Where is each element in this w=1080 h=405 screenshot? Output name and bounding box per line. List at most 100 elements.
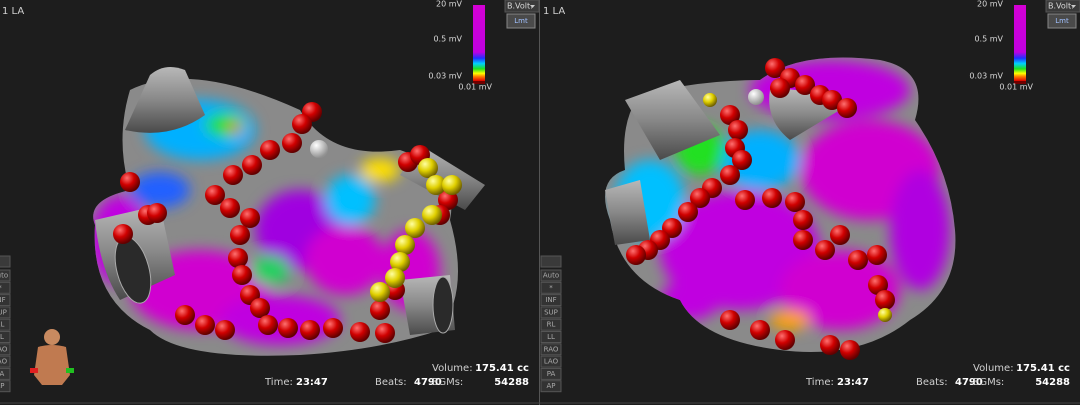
color-scale-tail (473, 81, 485, 84)
ablation-point (795, 75, 815, 95)
scale-label: 0.5 mV (433, 35, 462, 44)
view-button[interactable] (540, 269, 562, 282)
view-button[interactable] (540, 318, 562, 331)
view-tool[interactable] (0, 255, 11, 268)
view-button-label[interactable]: LL (0, 333, 4, 341)
ablation-point (370, 282, 390, 302)
ablation-point (223, 165, 243, 185)
view-tool[interactable] (540, 255, 562, 268)
view-button[interactable] (0, 367, 11, 380)
ablation-point (868, 275, 888, 295)
ablation-point (703, 93, 717, 107)
ablation-point (242, 155, 262, 175)
limit-button-label[interactable]: Lmt (514, 17, 528, 25)
ablation-point (282, 133, 302, 153)
mode-dropdown-label[interactable]: B.Volt. (1048, 2, 1074, 11)
ablation-point (793, 210, 813, 230)
view-button-label[interactable]: INF (0, 296, 6, 304)
ablation-point (878, 308, 892, 322)
ablation-point (820, 335, 840, 355)
limit-button[interactable] (506, 13, 536, 29)
view-button[interactable] (540, 306, 562, 319)
ablation-point (626, 245, 646, 265)
view-button-label[interactable]: SUP (544, 308, 558, 316)
map-panel: 1 LA 20 mV 0.5 mV 0.03 mV 0.01 mV B.Volt. Lmt A… (540, 0, 1080, 393)
view-button-label[interactable]: RL (0, 321, 4, 329)
view-button-label[interactable]: * (549, 284, 553, 292)
ablation-point (230, 225, 250, 245)
ablation-point (750, 320, 770, 340)
view-button[interactable] (0, 355, 11, 368)
stat-value: 175.41 cc (1016, 363, 1070, 374)
stat-value: 23:47 (296, 377, 328, 388)
ablation-point (195, 315, 215, 335)
mode-dropdown-label[interactable]: B.Volt. (507, 2, 533, 11)
ablation-point (175, 305, 195, 325)
scale-label: 0.01 mV (999, 83, 1033, 92)
view-button[interactable] (0, 281, 11, 294)
ablation-point (765, 58, 785, 78)
view-button-label[interactable]: PA (0, 370, 4, 378)
mode-dropdown[interactable] (1045, 0, 1080, 13)
map-title: 1 LA (543, 6, 565, 17)
ablation-point (775, 330, 795, 350)
ablation-point (732, 150, 752, 170)
ablation-point (785, 192, 805, 212)
view-button-label[interactable]: LAO (544, 358, 559, 366)
icon-arm (66, 368, 74, 373)
dropdown-arrow (1071, 5, 1076, 8)
ablation-point (375, 323, 395, 343)
view-button-label[interactable]: Auto (0, 272, 8, 280)
anatomy-map (93, 66, 485, 356)
ablation-point (258, 315, 278, 335)
view-button-label[interactable]: INF (545, 296, 556, 304)
view-button-label[interactable]: Auto (543, 272, 559, 280)
view-button[interactable] (540, 281, 562, 294)
ablation-point (232, 265, 252, 285)
limit-button-label[interactable]: Lmt (1055, 17, 1069, 25)
ablation-point (830, 225, 850, 245)
scale-label: 0.03 mV (969, 72, 1003, 81)
ablation-point (728, 120, 748, 140)
view-button-label[interactable]: LL (547, 333, 555, 341)
view-button-label[interactable]: AP (546, 382, 555, 390)
view-button-label[interactable]: SUP (0, 308, 7, 316)
scale-label: 20 mV (977, 0, 1004, 9)
ablation-point (690, 188, 710, 208)
view-button[interactable] (540, 331, 562, 343)
stat-value: 23:47 (837, 377, 869, 388)
stat-label: EGMs: (973, 377, 1004, 388)
view-button[interactable] (0, 343, 11, 356)
view-button-label[interactable]: PA (547, 370, 556, 378)
view-button-label[interactable]: * (0, 284, 2, 292)
view-button-label[interactable]: RL (547, 321, 556, 329)
view-button[interactable] (0, 318, 11, 331)
view-button[interactable] (0, 269, 11, 282)
view-button[interactable] (0, 380, 11, 393)
ablation-point (840, 340, 860, 360)
view-button[interactable] (540, 343, 562, 356)
stat-value: 54288 (1035, 377, 1070, 388)
view-button[interactable] (0, 331, 11, 343)
view-button[interactable] (540, 367, 562, 380)
view-button-label[interactable]: RAO (0, 345, 8, 353)
ablation-point (442, 175, 462, 195)
view-button-label[interactable]: AP (0, 382, 5, 390)
view-button-label[interactable]: LAO (0, 358, 8, 366)
ablation-point (260, 140, 280, 160)
view-button[interactable] (0, 294, 11, 307)
color-scale (1014, 5, 1026, 81)
view-button-label[interactable]: RAO (544, 345, 559, 353)
mode-dropdown[interactable] (504, 0, 540, 13)
view-button[interactable] (540, 380, 562, 393)
ablation-point (770, 78, 790, 98)
view-button[interactable] (0, 306, 11, 319)
ablation-point (228, 248, 248, 268)
limit-button[interactable] (1047, 13, 1077, 29)
stat-value: 54288 (494, 377, 529, 388)
stat-label: EGMs: (432, 377, 463, 388)
ablation-point (793, 230, 813, 250)
view-button[interactable] (540, 294, 562, 307)
view-button[interactable] (540, 355, 562, 368)
